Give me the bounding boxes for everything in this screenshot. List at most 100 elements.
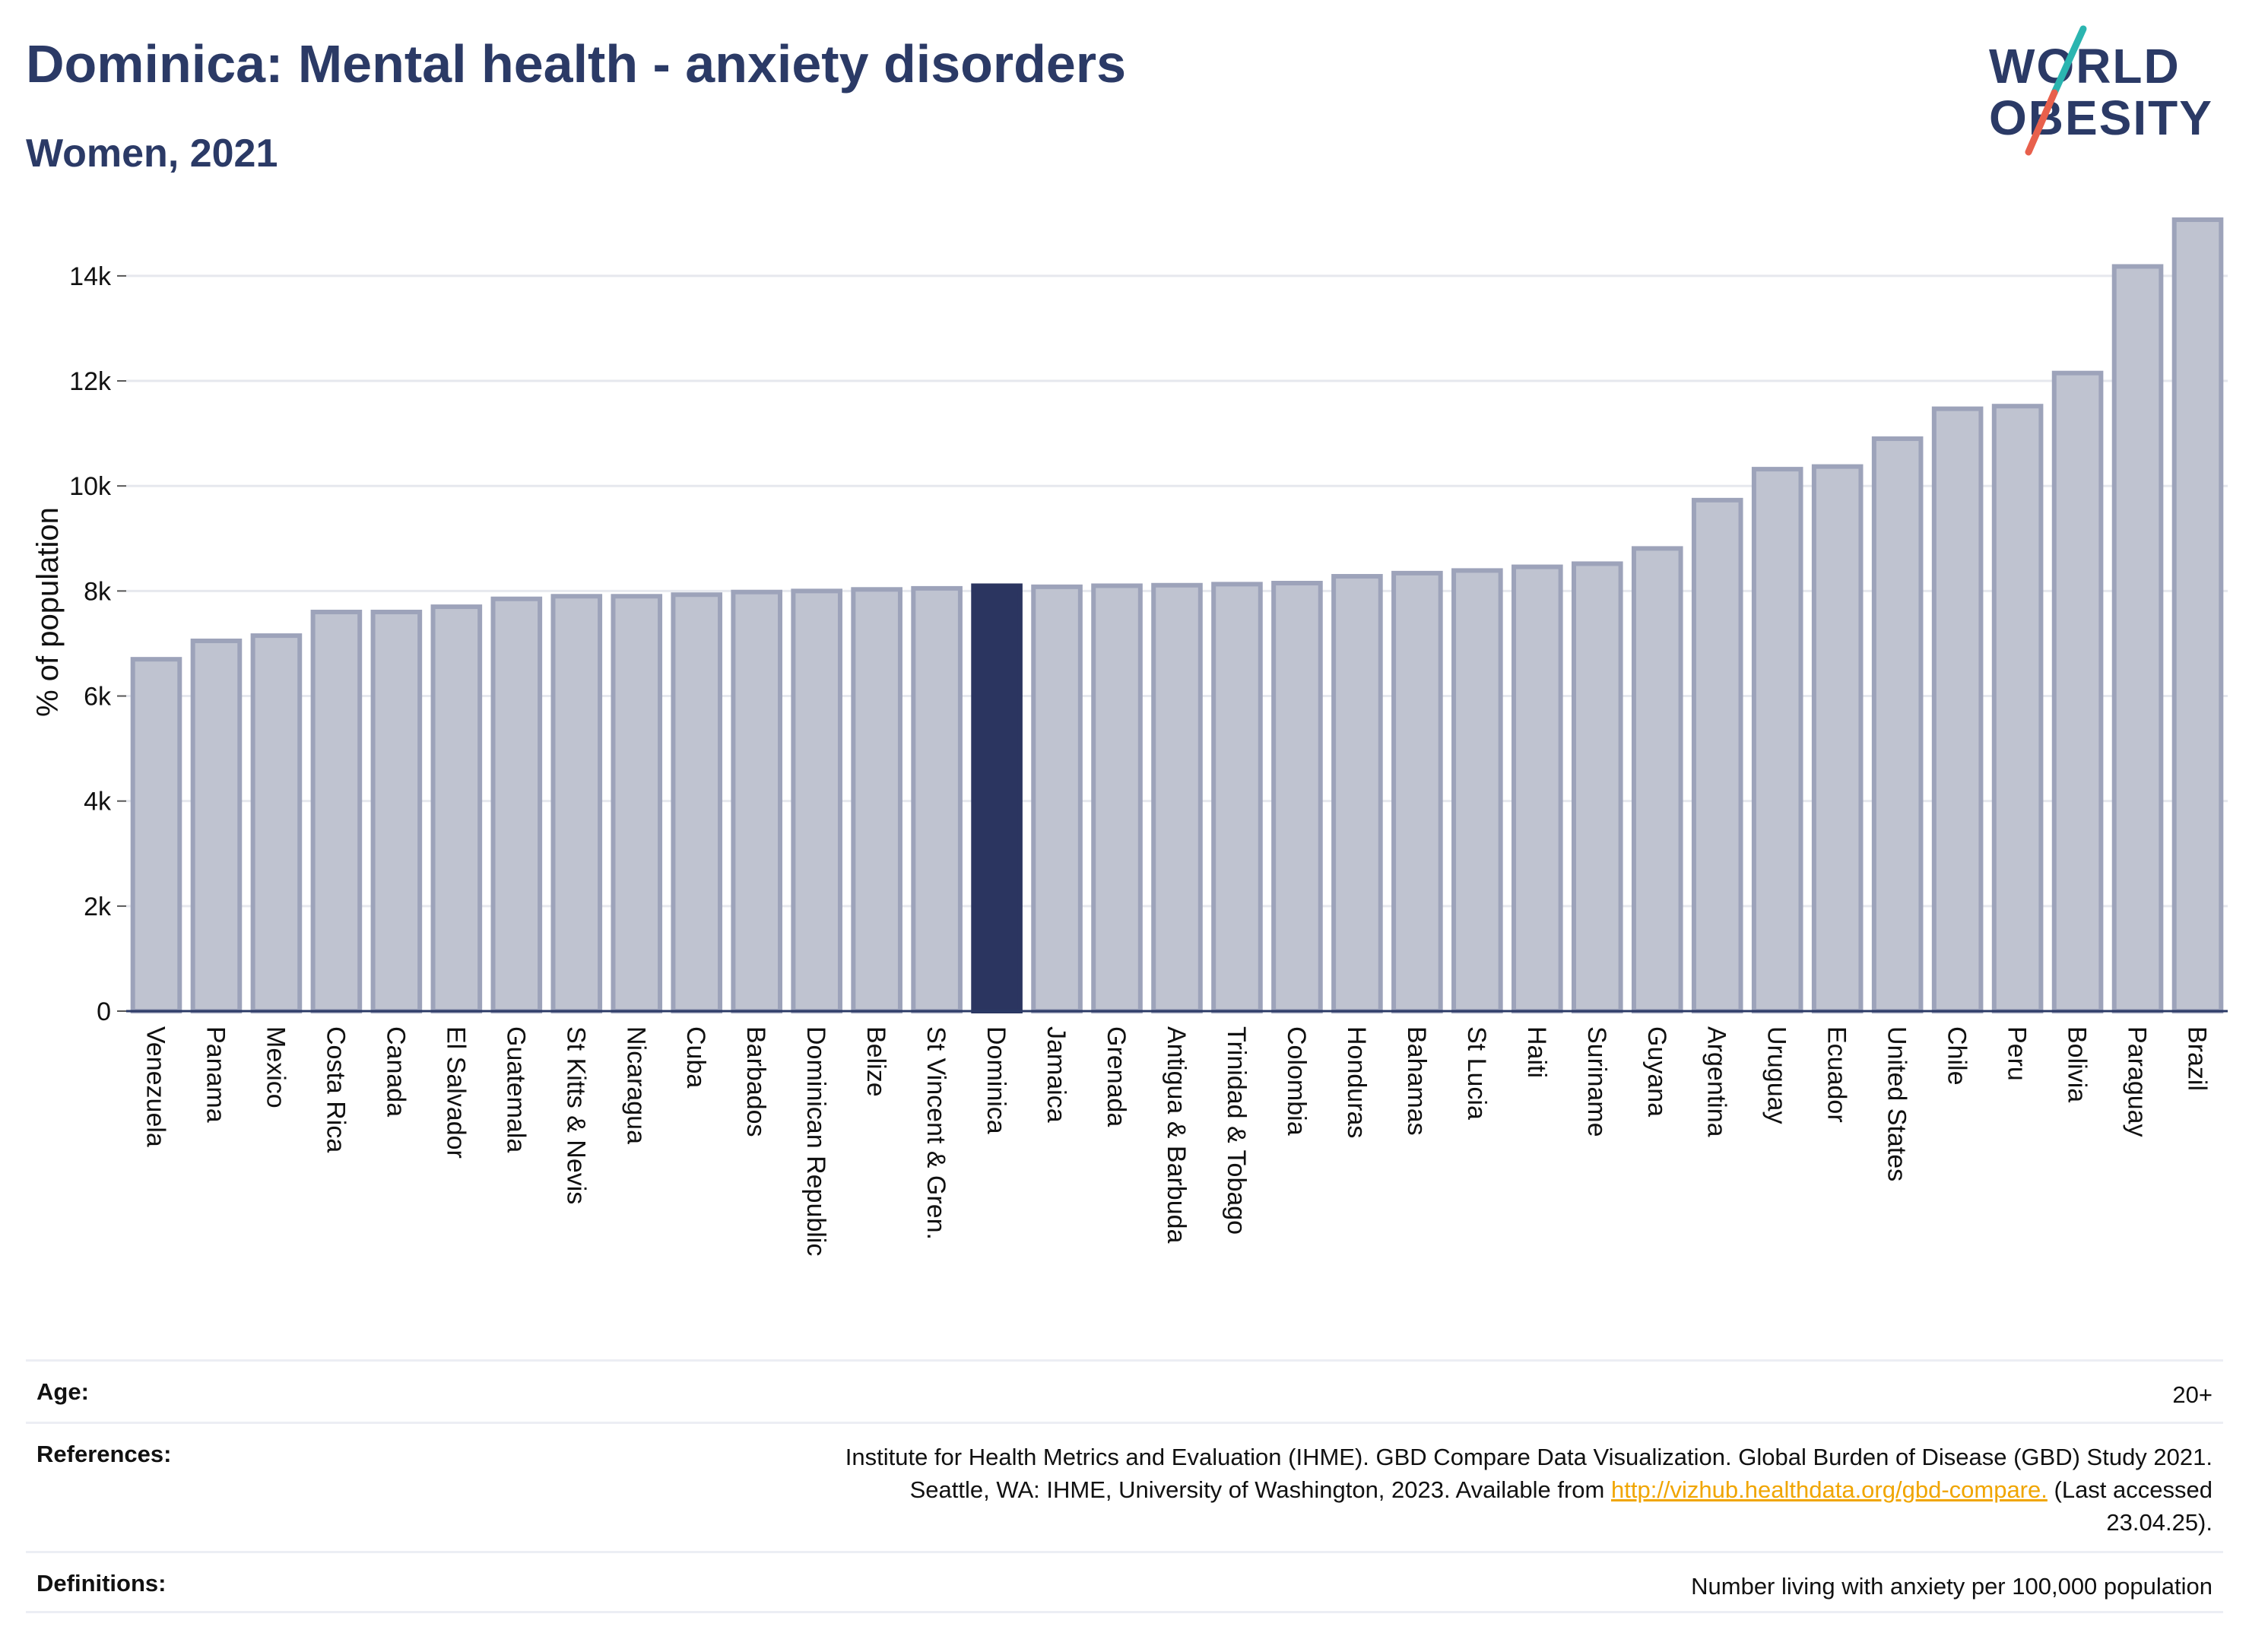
age-row: Age: 20+ [26, 1359, 2223, 1422]
bar-jamaica[interactable] [1031, 584, 1083, 1013]
bar-st-lucia[interactable] [1451, 568, 1503, 1014]
references-line-2-text: Seattle, WA: IHME, University of Washing… [909, 1476, 1605, 1503]
x-tick-label: Honduras [1342, 1026, 1371, 1138]
y-tick-label: 6k [84, 683, 112, 712]
x-tick-label: Mexico [261, 1026, 290, 1108]
bar-venezuela[interactable] [130, 657, 182, 1014]
world-obesity-logo: WORLD OBESITY [1984, 23, 2235, 160]
x-tick-label: Suriname [1582, 1026, 1611, 1137]
page-subtitle: Women, 2021 [26, 132, 278, 176]
y-axis-title: % of population [31, 507, 65, 717]
x-tick-label: Belize [861, 1026, 890, 1097]
bar-costa-rica[interactable] [310, 610, 363, 1013]
logo-line-2: OBESITY [1989, 90, 2213, 145]
x-tick-label: Ecuador [1822, 1026, 1851, 1123]
x-tick-label: Dominica [982, 1026, 1010, 1134]
bar-st-vincent-gren-[interactable] [911, 585, 963, 1013]
bar-honduras[interactable] [1331, 574, 1383, 1013]
x-tick-label: El Salvador [441, 1026, 470, 1159]
page-title: Dominica: Mental health - anxiety disord… [26, 34, 1126, 94]
bar-uruguay[interactable] [1751, 467, 1803, 1013]
y-tick-label: 4k [84, 788, 112, 816]
x-tick-label: Canada [381, 1026, 410, 1117]
bar-united-states[interactable] [1871, 436, 1924, 1013]
bar-brazil[interactable] [2171, 217, 2224, 1014]
x-tick-label: Panama [201, 1026, 230, 1123]
x-tick-label: Colombia [1282, 1026, 1311, 1136]
references-line-3: 23.04.25). [2106, 1509, 2213, 1536]
references-value: Institute for Health Metrics and Evaluat… [845, 1441, 2213, 1539]
x-tick-label: Dominican Republic [801, 1026, 830, 1256]
y-tick-label: 8k [84, 577, 112, 606]
x-tick-label: Guyana [1642, 1026, 1671, 1117]
bar-suriname[interactable] [1572, 561, 1623, 1013]
x-tick-label: Costa Rica [321, 1026, 350, 1153]
references-line-1: Institute for Health Metrics and Evaluat… [845, 1444, 2213, 1470]
y-tick-label: 12k [69, 367, 112, 396]
bars [130, 217, 2224, 1014]
x-tick-label: Peru [2003, 1026, 2032, 1081]
x-tick-label: St Vincent & Gren. [921, 1026, 950, 1240]
bar-haiti[interactable] [1511, 564, 1563, 1013]
x-tick-label: Nicaragua [621, 1026, 650, 1144]
x-tick-label: St Kitts & Nevis [561, 1026, 590, 1204]
bar-dominica[interactable] [971, 583, 1023, 1013]
bar-belize[interactable] [851, 587, 902, 1013]
bar-el-salvador[interactable] [430, 604, 483, 1013]
bar-guatemala[interactable] [490, 596, 543, 1013]
bar-panama[interactable] [190, 638, 243, 1013]
definitions-row: Definitions: Number living with anxiety … [26, 1551, 2223, 1613]
bar-barbados[interactable] [731, 589, 782, 1013]
bar-cuba[interactable] [671, 592, 723, 1013]
y-tick-label: 14k [69, 262, 112, 291]
chart-metadata-table: Age: 20+ References: Institute for Healt… [26, 1359, 2223, 1613]
y-tick-label: 2k [84, 893, 112, 921]
bar-dominican-republic[interactable] [791, 588, 842, 1013]
bar-argentina[interactable] [1691, 497, 1743, 1014]
definitions-label: Definitions: [36, 1570, 167, 1597]
x-tick-label: Uruguay [1762, 1026, 1791, 1124]
x-tick-label: Bahamas [1402, 1026, 1431, 1136]
x-tick-label: St Lucia [1462, 1026, 1491, 1120]
bar-colombia[interactable] [1271, 581, 1323, 1013]
x-tick-label: Chile [1943, 1026, 1971, 1085]
x-tick-label: Paraguay [2123, 1026, 2152, 1137]
bar-trinidad-tobago[interactable] [1211, 582, 1263, 1013]
bar-antigua-barbuda[interactable] [1151, 582, 1203, 1013]
x-tick-label: Cuba [681, 1026, 710, 1088]
x-tick-label: Barbados [741, 1026, 770, 1137]
x-tick-label: Jamaica [1042, 1026, 1071, 1123]
references-line-2-suffix: (Last accessed [2054, 1476, 2213, 1503]
references-label: References: [36, 1441, 172, 1467]
references-row: References: Institute for Health Metrics… [26, 1422, 2223, 1551]
bar-paraguay[interactable] [2111, 264, 2164, 1014]
x-tick-label: Grenada [1102, 1026, 1131, 1127]
references-link[interactable]: http://vizhub.healthdata.org/gbd-compare… [1611, 1476, 2048, 1503]
bar-st-kitts-nevis[interactable] [550, 594, 603, 1013]
logo-line-1: WORLD [1989, 39, 2181, 94]
y-tick-label: 10k [69, 472, 112, 501]
age-value: 20+ [2172, 1381, 2213, 1408]
bar-guyana[interactable] [1631, 546, 1683, 1013]
x-tick-label: Guatemala [501, 1026, 530, 1153]
bar-canada[interactable] [370, 610, 423, 1013]
logo-slash-icon [2025, 25, 2087, 156]
age-label: Age: [36, 1378, 89, 1405]
bar-peru[interactable] [1991, 404, 2044, 1014]
axes [117, 274, 2228, 1013]
x-tick-label: Brazil [2183, 1026, 2212, 1091]
y-tick-label: 0 [97, 997, 111, 1026]
x-tick-label: Bolivia [2063, 1026, 2092, 1102]
bar-bahamas[interactable] [1391, 570, 1443, 1013]
x-tick-label: Venezuela [141, 1026, 170, 1147]
bar-mexico[interactable] [250, 633, 303, 1013]
bar-nicaragua[interactable] [611, 594, 663, 1013]
bar-ecuador[interactable] [1811, 464, 1864, 1013]
x-tick-label: United States [1883, 1026, 1911, 1181]
axis-labels: 0 2k 4k 6k 8k 10k 12k 14k Venezuela Panama Mexico C… [31, 262, 2212, 1256]
bar-chile[interactable] [1931, 406, 1984, 1013]
bar-bolivia[interactable] [2051, 370, 2104, 1013]
x-tick-label: Haiti [1522, 1026, 1551, 1078]
bar-chart: 0 2k 4k 6k 8k 10k 12k 14k Venezuela Panama Mexico C… [31, 217, 2228, 1256]
bar-grenada[interactable] [1091, 583, 1143, 1013]
